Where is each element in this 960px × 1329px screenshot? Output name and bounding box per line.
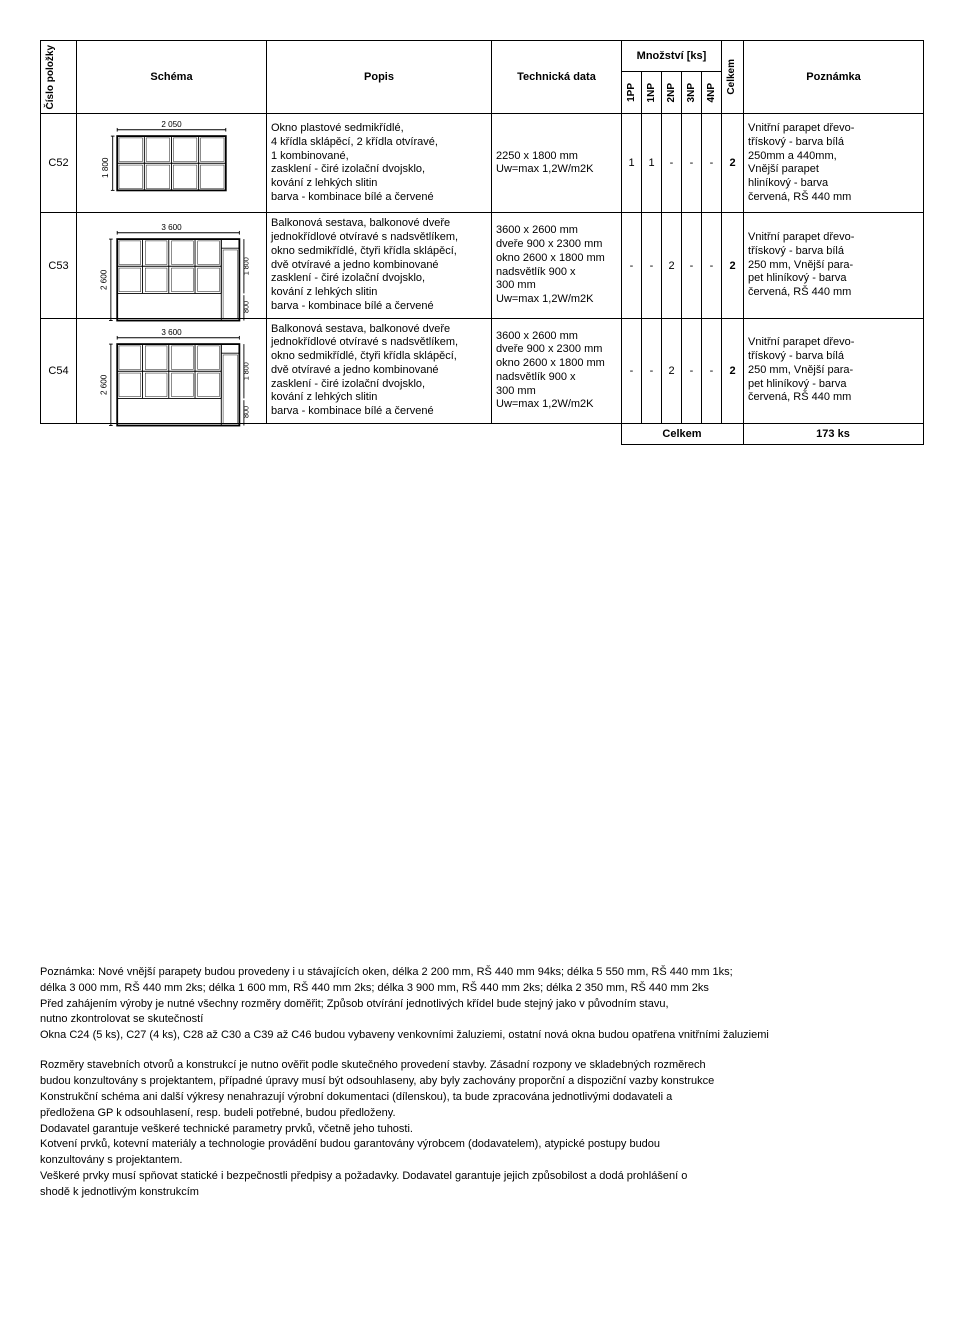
note-line: Před zahájením výroby je nutné všechny r… bbox=[40, 997, 920, 1012]
schema-cell: 3 600 2 600 1 800 800 bbox=[77, 213, 267, 318]
row-id: C54 bbox=[41, 318, 77, 423]
qty-celkem: 2 bbox=[722, 114, 744, 213]
note-line: Konstrukční schéma ani další výkresy nen… bbox=[40, 1090, 920, 1105]
col-2np: 2NP bbox=[662, 72, 682, 114]
col-technicka: Technická data bbox=[492, 41, 622, 114]
note-line: Rozměry stavebních otvorů a konstrukcí j… bbox=[40, 1058, 920, 1073]
note-line: Poznámka: Nové vnější parapety budou pro… bbox=[40, 965, 920, 980]
qty-3np: - bbox=[682, 114, 702, 213]
note-line: budou konzultovány s projektantem, přípa… bbox=[40, 1074, 920, 1089]
tech-cell: 2250 x 1800 mmUw=max 1,2W/m2K bbox=[492, 114, 622, 213]
note-line: předložena GP k odsouhlasení, resp. bude… bbox=[40, 1106, 920, 1121]
spec-table: Číslo položky Schéma Popis Technická dat… bbox=[40, 40, 924, 424]
schema-cell: 3 600 2 600 1 800 800 bbox=[77, 318, 267, 423]
col-1pp: 1PP bbox=[622, 72, 642, 114]
col-poznamka: Poznámka bbox=[744, 41, 924, 114]
col-popis: Popis bbox=[267, 41, 492, 114]
note-line: Veškeré prvky musí spňovat statické i be… bbox=[40, 1169, 920, 1184]
pozn-cell: Vnitřní parapet dřevo-třískový - barva b… bbox=[744, 213, 924, 318]
col-4np: 4NP bbox=[702, 72, 722, 114]
schema-cell: 2 050 1 800 bbox=[77, 114, 267, 213]
qty-1pp: - bbox=[622, 213, 642, 318]
col-cislo: Číslo položky bbox=[41, 41, 77, 114]
qty-4np: - bbox=[702, 318, 722, 423]
pozn-cell: Vnitřní parapet dřevo-třískový - barva b… bbox=[744, 318, 924, 423]
row-id: C52 bbox=[41, 114, 77, 213]
svg-text:800: 800 bbox=[241, 406, 250, 418]
note-line: shodě k jednotlivým konstrukcím bbox=[40, 1185, 920, 1200]
svg-text:2 600: 2 600 bbox=[99, 374, 108, 395]
qty-1np: - bbox=[642, 318, 662, 423]
svg-text:800: 800 bbox=[241, 301, 250, 313]
qty-1np: - bbox=[642, 213, 662, 318]
svg-text:1 800: 1 800 bbox=[101, 158, 110, 179]
svg-text:1 800: 1 800 bbox=[241, 257, 250, 275]
col-celkem: Celkem bbox=[722, 41, 744, 114]
note-line: délka 3 000 mm, RŠ 440 mm 2ks; délka 1 6… bbox=[40, 981, 920, 996]
table-row: C52 2 050 1 800 Okno plastové sedmikřídl… bbox=[41, 114, 924, 213]
notes-block-2: Rozměry stavebních otvorů a konstrukcí j… bbox=[40, 1058, 920, 1200]
qty-2np: - bbox=[662, 114, 682, 213]
tech-cell: 3600 x 2600 mmdveře 900 x 2300 mmokno 26… bbox=[492, 213, 622, 318]
row-id: C53 bbox=[41, 213, 77, 318]
svg-text:3 600: 3 600 bbox=[161, 328, 182, 337]
col-schema: Schéma bbox=[77, 41, 267, 114]
tech-cell: 3600 x 2600 mmdveře 900 x 2300 mmokno 26… bbox=[492, 318, 622, 423]
qty-3np: - bbox=[682, 318, 702, 423]
note-line: nutno zkontrolovat se skutečností bbox=[40, 1012, 920, 1027]
qty-4np: - bbox=[702, 114, 722, 213]
qty-celkem: 2 bbox=[722, 318, 744, 423]
qty-3np: - bbox=[682, 213, 702, 318]
qty-2np: 2 bbox=[662, 213, 682, 318]
svg-text:3 600: 3 600 bbox=[161, 223, 182, 232]
qty-celkem: 2 bbox=[722, 213, 744, 318]
qty-1np: 1 bbox=[642, 114, 662, 213]
table-row: C53 3 600 2 600 1 800 800 Balkonová sest… bbox=[41, 213, 924, 318]
svg-text:1 800: 1 800 bbox=[241, 362, 250, 380]
popis-cell: Okno plastové sedmikřídlé,4 křídla skláp… bbox=[267, 114, 492, 213]
col-3np: 3NP bbox=[682, 72, 702, 114]
qty-1pp: - bbox=[622, 318, 642, 423]
note-line: konzultovány s projektantem. bbox=[40, 1153, 920, 1168]
popis-cell: Balkonová sestava, balkonové dveřejednok… bbox=[267, 213, 492, 318]
note-line: Dodavatel garantuje veškeré technické pa… bbox=[40, 1122, 920, 1137]
note-line: Kotvení prvků, kotevní materiály a techn… bbox=[40, 1137, 920, 1152]
note-line: Okna C24 (5 ks), C27 (4 ks), C28 až C30 … bbox=[40, 1028, 920, 1043]
total-value: 173 ks bbox=[743, 423, 923, 444]
total-label: Celkem bbox=[621, 423, 743, 444]
col-1np: 1NP bbox=[642, 72, 662, 114]
qty-1pp: 1 bbox=[622, 114, 642, 213]
qty-2np: 2 bbox=[662, 318, 682, 423]
notes-block-1: Poznámka: Nové vnější parapety budou pro… bbox=[40, 965, 920, 1043]
table-row: C54 3 600 2 600 1 800 800 Balkonová sest… bbox=[41, 318, 924, 423]
svg-text:2 600: 2 600 bbox=[99, 269, 108, 290]
popis-cell: Balkonová sestava, balkonové dveřejednok… bbox=[267, 318, 492, 423]
svg-text:2 050: 2 050 bbox=[161, 121, 182, 130]
pozn-cell: Vnitřní parapet dřevo-třískový - barva b… bbox=[744, 114, 924, 213]
col-mnozstvi: Množství [ks] bbox=[622, 41, 722, 72]
qty-4np: - bbox=[702, 213, 722, 318]
